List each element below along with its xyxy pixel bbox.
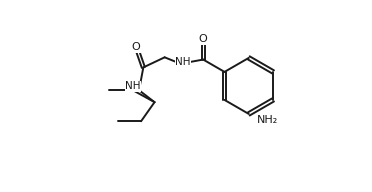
Text: NH₂: NH₂ [257, 115, 279, 125]
Text: NH: NH [125, 81, 141, 91]
Text: O: O [132, 42, 140, 52]
Text: NH: NH [175, 57, 191, 67]
Text: O: O [199, 34, 208, 44]
